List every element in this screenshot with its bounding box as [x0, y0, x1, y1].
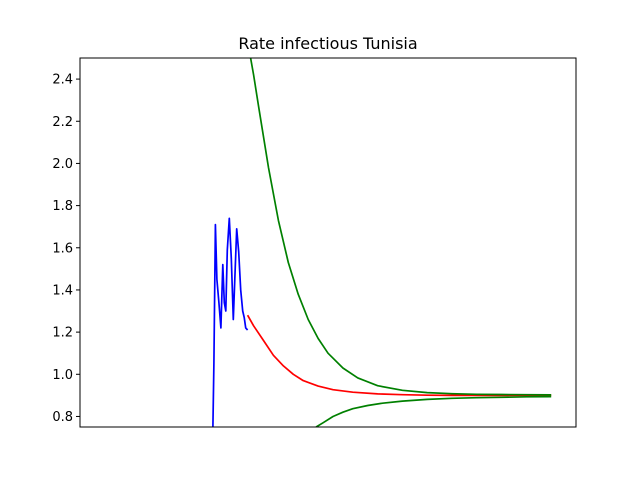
y-tick-label: 2.0: [52, 157, 73, 172]
y-tick-label: 1.2: [52, 326, 73, 341]
y-tick-label: 1.8: [52, 199, 73, 214]
y-tick-label: 1.4: [52, 283, 73, 298]
chart-title: Rate infectious Tunisia: [238, 34, 417, 53]
series-line-2: [246, 314, 552, 397]
plot-frame: [79, 57, 577, 428]
series-line-4: [315, 395, 552, 427]
y-tick-label: 2.2: [52, 115, 73, 130]
y-tick-label: 1.6: [52, 241, 73, 256]
y-tick-label: 2.4: [52, 73, 73, 88]
y-axis: 0.8 1.0 1.2 1.4 1.6 1.8 2.0 2.2 2.4: [52, 73, 80, 425]
y-tick-label: 1.0: [52, 368, 73, 383]
y-tick-label: 0.8: [52, 410, 73, 425]
plot-area: [212, 58, 552, 427]
series-line-1: [212, 217, 249, 427]
series-line-3: [249, 58, 552, 396]
